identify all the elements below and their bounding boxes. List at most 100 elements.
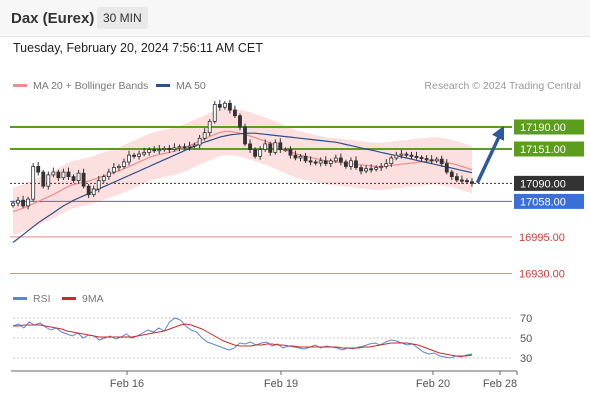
candle-body: [253, 149, 258, 157]
candle: [263, 139, 268, 152]
candle: [16, 196, 20, 207]
candle-body: [328, 160, 333, 165]
candle: [111, 163, 116, 175]
candle: [308, 156, 313, 166]
candle-body: [117, 166, 121, 169]
candle-body: [122, 161, 126, 167]
candle: [227, 99, 232, 114]
candle: [394, 151, 399, 161]
candle: [459, 175, 464, 184]
candle: [11, 200, 15, 208]
candle: [187, 141, 192, 151]
candle: [424, 155, 429, 162]
candle: [328, 158, 333, 168]
candle-body: [384, 163, 389, 167]
candle: [303, 152, 308, 164]
legend-ma50-label: MA 50: [176, 80, 206, 92]
x-tick-label-0: Feb 16: [110, 378, 144, 390]
candle-body: [338, 157, 343, 163]
candle: [429, 155, 434, 165]
candle-body: [172, 147, 177, 150]
candle-body: [243, 126, 247, 145]
candle: [379, 163, 384, 171]
level-label-5: 16930.00: [519, 269, 565, 281]
candle-body: [449, 171, 454, 178]
candle: [354, 156, 358, 170]
candle: [142, 147, 147, 157]
level-label-3: 17058.00: [520, 196, 566, 208]
candle-body: [56, 171, 61, 179]
candle-body: [323, 160, 328, 165]
candle: [86, 183, 91, 199]
candle: [359, 165, 363, 175]
level-label-bg-0: [514, 119, 584, 135]
legend-9ma-label: 9MA: [82, 293, 104, 305]
candle-body: [318, 160, 323, 164]
forecast-arrow-shaft: [476, 132, 502, 184]
rsi-panel: 70 50 30: [12, 313, 532, 365]
rsi-swatch: [13, 296, 27, 300]
candle: [172, 143, 177, 152]
candle: [374, 165, 379, 172]
candle: [364, 165, 368, 174]
candle-body: [157, 149, 162, 152]
candle-body: [142, 151, 147, 155]
level-label-2: 17090.00: [520, 178, 566, 190]
candle-body: [132, 154, 136, 157]
candle: [61, 168, 66, 180]
candle: [248, 139, 252, 153]
candles: [11, 99, 474, 210]
candle: [66, 167, 71, 180]
candle-body: [111, 167, 116, 173]
x-axis: Feb 16 Feb 19 Feb 20 Feb 28: [11, 370, 518, 390]
ma20-swatch: [13, 83, 27, 87]
candle: [409, 151, 414, 160]
candle-body: [96, 180, 101, 190]
candle: [278, 138, 283, 153]
timeframe-button[interactable]: 30 MIN: [97, 7, 148, 29]
candle: [212, 101, 217, 124]
candle-body: [414, 155, 419, 158]
candle-body: [364, 168, 368, 172]
candle-body: [127, 154, 131, 163]
candle: [333, 154, 338, 164]
candle-body: [212, 104, 217, 122]
candle-body: [369, 168, 374, 171]
level-label-bg-3: [514, 193, 584, 209]
candle: [449, 169, 454, 180]
candle-body: [162, 148, 167, 151]
candle-body: [424, 158, 429, 161]
candle: [313, 159, 318, 166]
rsi-9ma-line: [13, 323, 473, 357]
candle-body: [263, 143, 268, 150]
candle: [26, 196, 31, 210]
candle-body: [51, 171, 56, 176]
legend-ma20-label: MA 20 + Bollinger Bands: [33, 80, 149, 92]
candle-body: [26, 198, 31, 207]
header-bar: Dax (Eurex) 30 MIN: [0, 0, 590, 37]
candle-body: [258, 149, 263, 157]
candle-body: [187, 145, 192, 148]
candle: [293, 150, 298, 161]
candle-body: [31, 166, 36, 200]
candle: [233, 105, 237, 118]
candle: [404, 151, 409, 158]
candle-body: [374, 167, 379, 170]
candle-body: [11, 202, 15, 206]
candle-body: [106, 171, 111, 178]
candle-body: [470, 181, 474, 184]
candle: [76, 169, 81, 184]
candle-body: [41, 171, 46, 187]
candle-body: [46, 174, 51, 187]
candle-body: [207, 120, 212, 134]
candle: [384, 159, 389, 169]
candle: [273, 139, 278, 155]
candle-body: [192, 144, 197, 147]
candle-body: [379, 166, 384, 169]
candle-body: [61, 171, 66, 179]
candle: [56, 169, 61, 182]
candle: [243, 123, 247, 147]
candle-body: [333, 157, 338, 162]
candle: [177, 144, 182, 152]
